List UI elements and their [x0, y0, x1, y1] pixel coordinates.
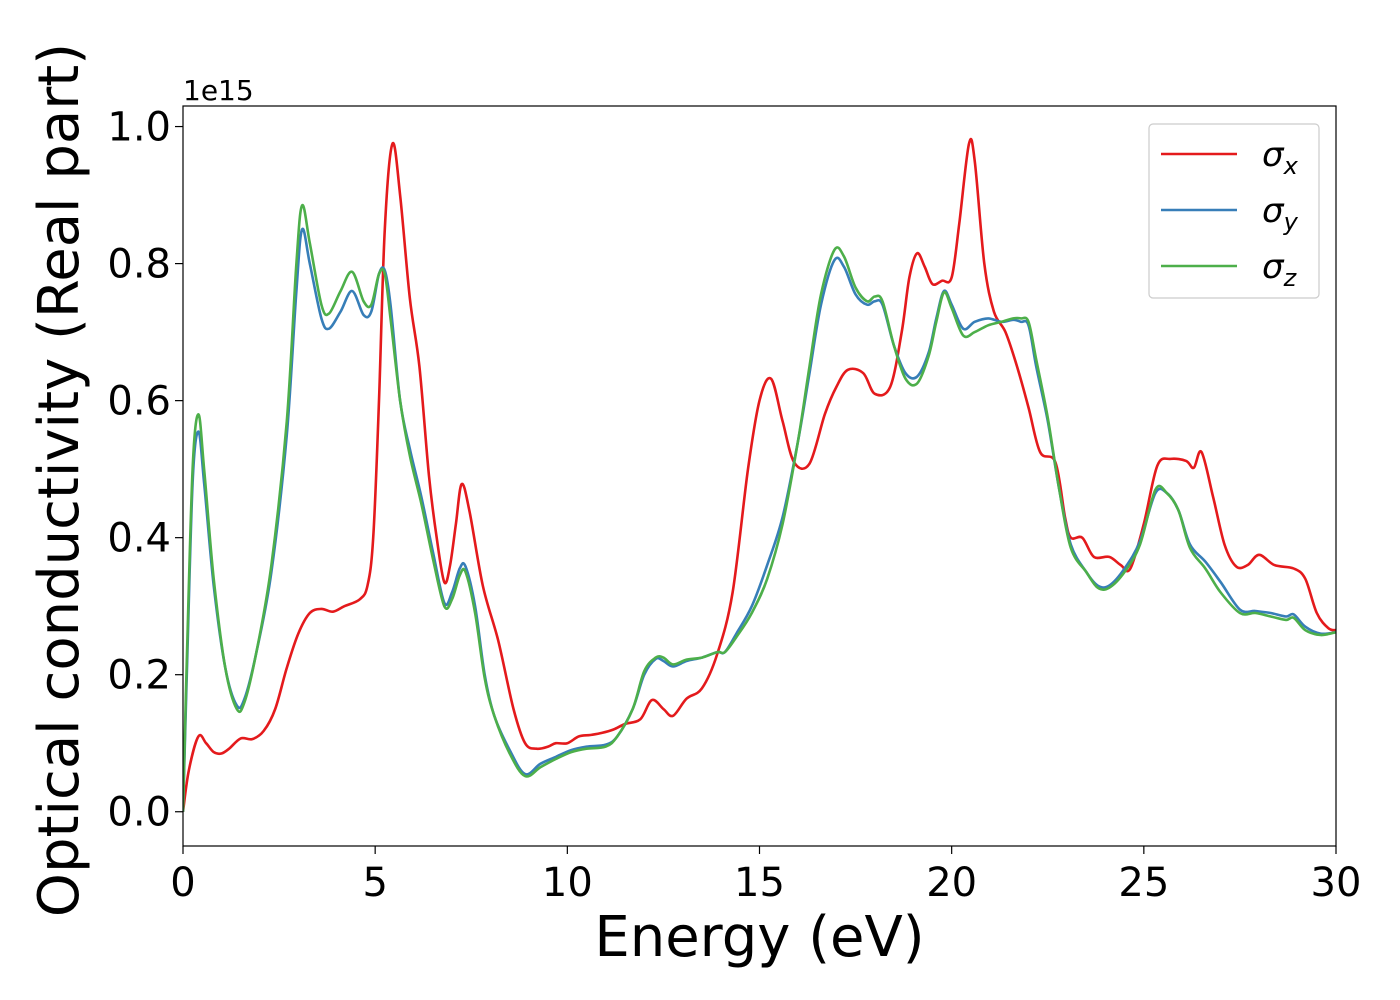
y-axis-offset-label: 1e15: [183, 74, 254, 107]
x-tick-label: 10: [542, 860, 593, 906]
x-tick-label: 15: [734, 860, 785, 906]
legend: σx σy σz: [1148, 123, 1320, 299]
y-axis-label: Optical conductivity (Real part): [27, 43, 92, 917]
x-tick-label: 25: [1118, 860, 1169, 906]
x-tick-label: 20: [926, 860, 977, 906]
x-axis-ticks: 0 5 10 15 20 25 30: [170, 846, 1361, 906]
y-tick-label: 0.4: [107, 516, 171, 562]
y-tick-label: 1.0: [107, 105, 171, 151]
y-tick-label: 0.8: [107, 242, 171, 288]
series-line-x: [183, 137, 1336, 812]
x-axis-label: Energy (eV): [594, 905, 924, 970]
legend-label-y: σy: [1262, 191, 1299, 236]
series-layer: [183, 137, 1336, 812]
series-line-z: [183, 204, 1336, 812]
y-tick-label: 0.6: [107, 379, 171, 425]
x-tick-label: 30: [1311, 860, 1362, 906]
series-line-y: [183, 227, 1336, 812]
x-tick-label: 5: [362, 860, 387, 906]
legend-label-x: σx: [1262, 135, 1299, 180]
y-tick-label: 0.0: [107, 790, 171, 836]
y-tick-label: 0.2: [107, 653, 171, 699]
legend-label-z: σz: [1262, 247, 1298, 292]
y-axis-ticks: 0.0 0.2 0.4 0.6 0.8 1.0: [107, 105, 183, 836]
x-tick-label: 0: [170, 860, 195, 906]
